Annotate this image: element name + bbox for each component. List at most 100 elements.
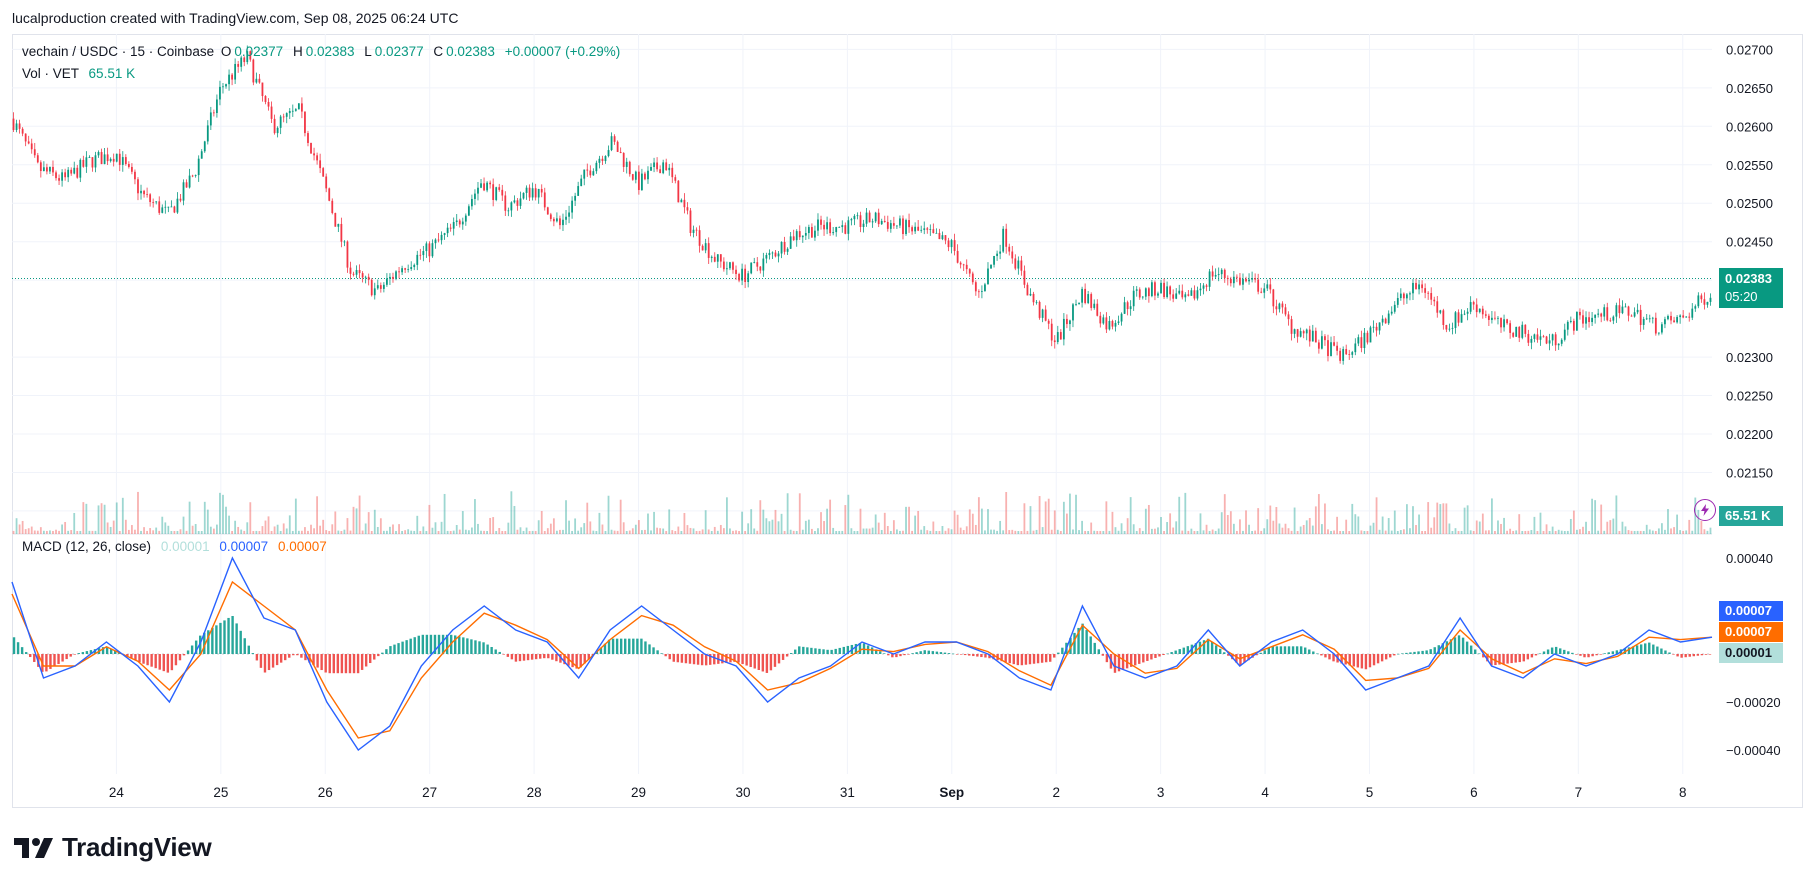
volume-bar: [1002, 530, 1005, 534]
volume-bar: [279, 530, 282, 534]
volume-bar: [1497, 520, 1499, 534]
candle-body: [668, 167, 671, 171]
volume-bar: [1442, 503, 1445, 534]
candle-body: [686, 207, 689, 211]
histogram-bar: [1607, 652, 1610, 654]
histogram-bar: [1550, 647, 1554, 654]
candle-body: [607, 150, 610, 157]
histogram-bar: [1627, 647, 1631, 654]
volume-bar: [1670, 528, 1672, 534]
volume-bar: [1184, 492, 1187, 534]
histogram-bar: [1004, 654, 1007, 663]
candle-body: [853, 215, 856, 220]
histogram-bar: [1154, 654, 1157, 658]
volume-bar: [249, 502, 252, 534]
histogram-bar: [919, 651, 922, 654]
macd-axis: 0.00040−0.00020−0.00040: [1726, 551, 1781, 758]
histogram-bar: [1380, 654, 1384, 662]
volume-bar: [1491, 498, 1493, 534]
candle-body: [871, 221, 874, 223]
volume-bar: [379, 518, 382, 534]
histogram-bar: [1559, 648, 1562, 654]
volume-bar: [382, 530, 385, 534]
candle-body: [297, 103, 300, 110]
histogram-bar: [1482, 654, 1485, 658]
histogram-bar: [1672, 654, 1675, 655]
volume-bar: [294, 498, 297, 534]
volume-bar: [1017, 531, 1020, 534]
histogram-bar: [1635, 645, 1639, 654]
candle-body: [1572, 320, 1575, 331]
volume-bar: [1451, 531, 1454, 534]
candle-body: [1032, 293, 1035, 303]
histogram-bar: [243, 638, 246, 654]
lightning-bolt-icon[interactable]: [1694, 499, 1716, 521]
histogram-bar: [389, 646, 392, 654]
candle-body: [495, 187, 498, 200]
candle-body: [337, 223, 340, 227]
histogram-bar: [1223, 652, 1226, 654]
candle-body: [1205, 285, 1208, 287]
candle-body: [1566, 321, 1569, 330]
candle-body: [1500, 317, 1502, 328]
candle-body: [267, 101, 270, 107]
volume-bar: [789, 529, 792, 534]
volume-bar: [1597, 530, 1600, 534]
candle-body: [331, 200, 334, 214]
candle-body: [1524, 324, 1527, 334]
candle-body: [1232, 276, 1235, 284]
candle-body: [158, 201, 161, 213]
volume-bar: [112, 520, 115, 534]
histogram-bar: [773, 654, 777, 667]
volume-bar: [516, 529, 519, 534]
candle-body: [726, 268, 728, 270]
histogram-bar: [964, 654, 967, 656]
histogram-bar: [927, 650, 930, 654]
candle-body: [1069, 320, 1071, 325]
histogram-bar: [425, 634, 429, 654]
volume-bar: [777, 521, 780, 534]
histogram-bar: [377, 654, 380, 657]
candle-body: [1369, 327, 1372, 343]
candle-body: [197, 158, 200, 176]
candle-body: [1445, 325, 1448, 330]
volume-bar: [1560, 530, 1563, 534]
lightning-bolt-glyph: [1701, 504, 1709, 516]
candle-body: [73, 167, 76, 174]
candle-body: [109, 158, 112, 162]
volume-label[interactable]: Vol · VET: [22, 66, 79, 81]
volume-bar: [662, 528, 665, 534]
candle-body: [431, 243, 434, 257]
histogram-bar: [781, 654, 785, 660]
volume-bar: [1530, 530, 1533, 534]
tradingview-brand[interactable]: TradingView: [14, 832, 212, 863]
volume-bar: [713, 526, 716, 534]
candle-body: [562, 219, 564, 226]
candle-body: [531, 188, 534, 198]
candle-body: [965, 264, 968, 270]
volume-bar: [1205, 524, 1208, 534]
histogram-bar: [785, 654, 789, 657]
candle-body: [480, 183, 482, 188]
volume-bar: [1399, 530, 1402, 534]
macd-title[interactable]: MACD (12, 26, close): [22, 539, 152, 554]
candle-body: [1354, 343, 1357, 353]
histogram-bar: [73, 654, 76, 655]
candle-body: [950, 240, 953, 248]
volume-bar: [744, 530, 747, 534]
volume-bar: [844, 505, 847, 534]
candle-body: [1269, 284, 1272, 290]
candle-body: [644, 173, 646, 180]
symbol-label[interactable]: vechain / USDC · 15 · Coinbase: [22, 44, 215, 59]
volume-bar: [1011, 529, 1014, 534]
volume-bar: [240, 529, 243, 534]
candle-body: [1688, 316, 1691, 318]
candle-body: [194, 175, 197, 176]
candle-body: [1190, 290, 1193, 296]
histogram-bar: [765, 654, 769, 673]
volume-bar: [1351, 503, 1354, 534]
candle-body: [1196, 290, 1199, 299]
volume-legend: Vol · VET 65.51 K: [22, 66, 135, 81]
volume-bar: [592, 530, 595, 534]
